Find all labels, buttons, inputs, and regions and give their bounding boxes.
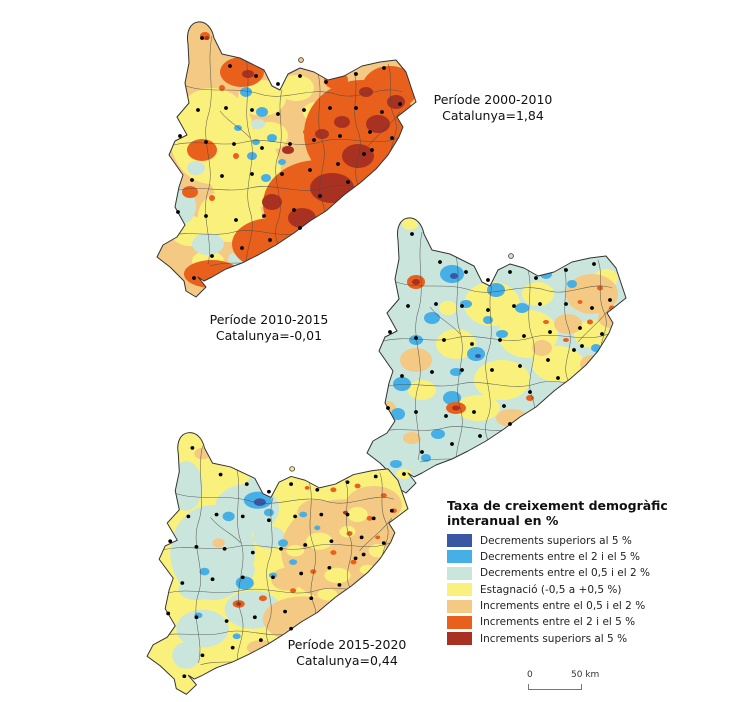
legend-item: Estagnació (-0,5 a +0,5 %) <box>447 583 692 597</box>
scale-bar-line <box>528 684 582 690</box>
map-label-2010-2015: Període 2010-2015 Catalunya=-0,01 <box>169 312 369 344</box>
map-periode-2000-2010 <box>156 21 417 298</box>
legend-swatch <box>447 550 472 564</box>
legend-item: Increments entre el 2 i el 5 % <box>447 615 692 629</box>
legend-title: Taxa de creixement demogràfic interanual… <box>447 498 668 528</box>
legend-item-label: Estagnació (-0,5 a +0,5 %) <box>480 583 622 596</box>
map-periode-2010-2015 <box>366 217 627 494</box>
legend-swatch <box>447 599 472 613</box>
scale-end-label: 50 km <box>571 670 600 680</box>
legend-item: Increments entre el 0,5 i el 2 % <box>447 599 692 613</box>
legend-item-label: Decrements entre el 0,5 i el 2 % <box>480 567 650 580</box>
map-label-2000-2010: Període 2000-2010 Catalunya=1,84 <box>393 92 593 124</box>
legend-item-label: Increments superiors al 5 % <box>480 632 628 645</box>
legend-swatch <box>447 583 472 597</box>
scale-start-label: 0 <box>527 670 533 680</box>
legend-swatch <box>447 534 472 547</box>
legend-item: Decrements superiors al 5 % <box>447 534 692 547</box>
legend-item-label: Decrements superiors al 5 % <box>480 534 632 547</box>
catalunya-value: Catalunya=0,44 <box>296 653 398 668</box>
legend-item-label: Increments entre el 0,5 i el 2 % <box>480 600 646 613</box>
legend-item: Decrements entre el 0,5 i el 2 % <box>447 566 692 580</box>
scale-bar: 0 50 km <box>524 670 614 696</box>
legend-item: Decrements entre el 2 i el 5 % <box>447 550 692 564</box>
legend-swatch <box>447 566 472 580</box>
legend: Taxa de creixement demogràfic interanual… <box>447 498 692 649</box>
legend-swatch <box>447 632 472 646</box>
legend-rows: Decrements superiors al 5 % Decrements en… <box>447 534 692 646</box>
map-periode-2015-2020 <box>146 432 409 695</box>
period-title: Període 2010-2015 <box>209 312 329 327</box>
catalunya-value: Catalunya=1,84 <box>442 108 544 123</box>
period-title: Període 2015-2020 <box>287 637 407 652</box>
legend-item: Increments superiors al 5 % <box>447 632 692 646</box>
period-title: Període 2000-2010 <box>433 92 553 107</box>
legend-item-label: Increments entre el 2 i el 5 % <box>480 616 636 629</box>
map-label-2015-2020: Període 2015-2020 Catalunya=0,44 <box>247 637 447 669</box>
legend-swatch <box>447 615 472 629</box>
legend-item-label: Decrements entre el 2 i el 5 % <box>480 550 640 563</box>
catalunya-value: Catalunya=-0,01 <box>215 328 323 343</box>
